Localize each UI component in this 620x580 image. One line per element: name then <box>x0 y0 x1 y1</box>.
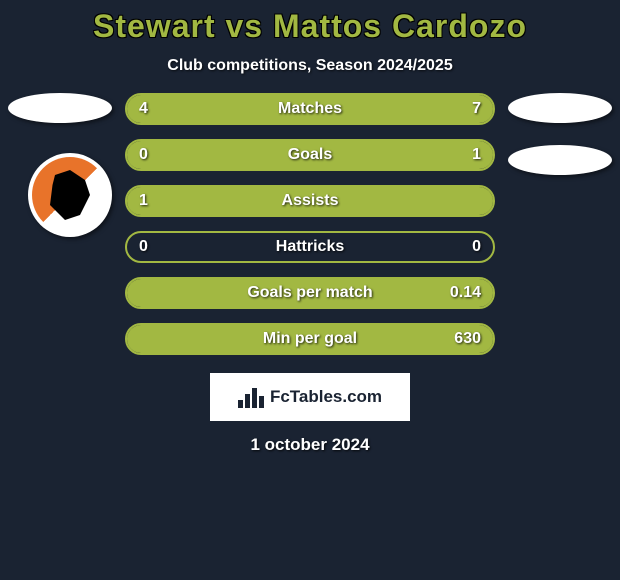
stat-value-left: 0 <box>139 146 148 164</box>
stat-label: Assists <box>282 192 339 210</box>
stat-label: Hattricks <box>276 238 344 256</box>
stat-row: 4 Matches 7 <box>125 93 495 125</box>
stat-value-right: 630 <box>454 330 481 348</box>
stat-value-right: 1 <box>472 146 481 164</box>
brand-name: FcTables.com <box>270 387 382 407</box>
brand-logo-box: FcTables.com <box>210 373 410 421</box>
stat-row: 1 Assists <box>125 185 495 217</box>
stat-value-left: 4 <box>139 100 148 118</box>
right-placeholder-oval-bottom <box>508 145 612 175</box>
stat-label: Goals <box>288 146 332 164</box>
stat-value-right: 0.14 <box>450 284 481 302</box>
date: 1 october 2024 <box>0 435 620 455</box>
stats-list: 4 Matches 7 0 Goals 1 1 Assists 0 Hattricks 0 Goals… <box>125 93 495 355</box>
stat-value-left: 0 <box>139 238 148 256</box>
stat-label: Goals per match <box>247 284 372 302</box>
bar-chart-icon <box>238 386 264 408</box>
page-title: Stewart vs Mattos Cardozo <box>0 8 620 45</box>
stat-label: Min per goal <box>263 330 357 348</box>
stat-row: Min per goal 630 <box>125 323 495 355</box>
club-badge <box>28 153 112 237</box>
stat-row: 0 Hattricks 0 <box>125 231 495 263</box>
stat-label: Matches <box>278 100 342 118</box>
stat-value-left: 1 <box>139 192 148 210</box>
right-placeholder-oval-top <box>508 93 612 123</box>
subtitle: Club competitions, Season 2024/2025 <box>0 57 620 75</box>
stat-row: 0 Goals 1 <box>125 139 495 171</box>
left-placeholder-oval <box>8 93 112 123</box>
stat-row: Goals per match 0.14 <box>125 277 495 309</box>
stat-value-right: 0 <box>472 238 481 256</box>
stats-container: 4 Matches 7 0 Goals 1 1 Assists 0 Hattricks 0 Goals… <box>0 93 620 355</box>
stat-value-right: 7 <box>472 100 481 118</box>
